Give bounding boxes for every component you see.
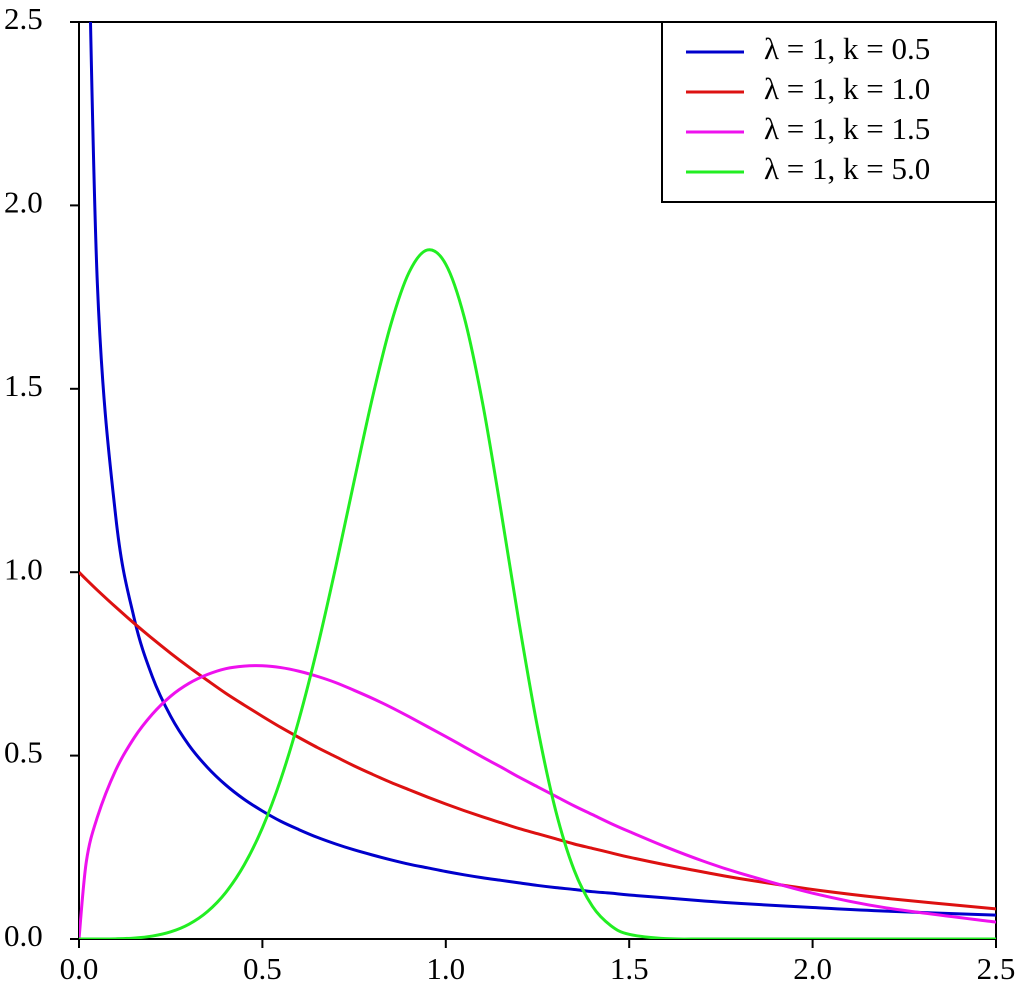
legend-label: λ = 1, k = 0.5 [764, 31, 930, 66]
plot-frame [78, 21, 997, 940]
curves [79, 22, 996, 939]
y-tick-label: 1.0 [4, 551, 43, 586]
y-tick-label: 2.5 [4, 1, 43, 36]
y-tick-label: 0.0 [4, 918, 43, 953]
x-tick-label: 1.0 [426, 951, 465, 986]
series-line [79, 664, 996, 939]
x-tick-label: 1.5 [610, 951, 649, 986]
y-tick-label: 2.0 [4, 185, 43, 220]
series-line [79, 248, 996, 939]
x-tick-label: 2.5 [977, 951, 1016, 986]
series-line [88, 22, 996, 917]
x-tick-label: 2.0 [793, 951, 832, 986]
legend-label: λ = 1, k = 1.0 [764, 71, 930, 106]
x-tick-label: 0.5 [243, 951, 282, 986]
legend-label: λ = 1, k = 5.0 [764, 151, 930, 186]
series-line [79, 571, 996, 911]
x-tick-label: 0.0 [60, 951, 99, 986]
y-tick-label: 0.5 [4, 735, 43, 770]
y-tick-label: 1.5 [4, 368, 43, 403]
legend-label: λ = 1, k = 1.5 [764, 111, 930, 146]
